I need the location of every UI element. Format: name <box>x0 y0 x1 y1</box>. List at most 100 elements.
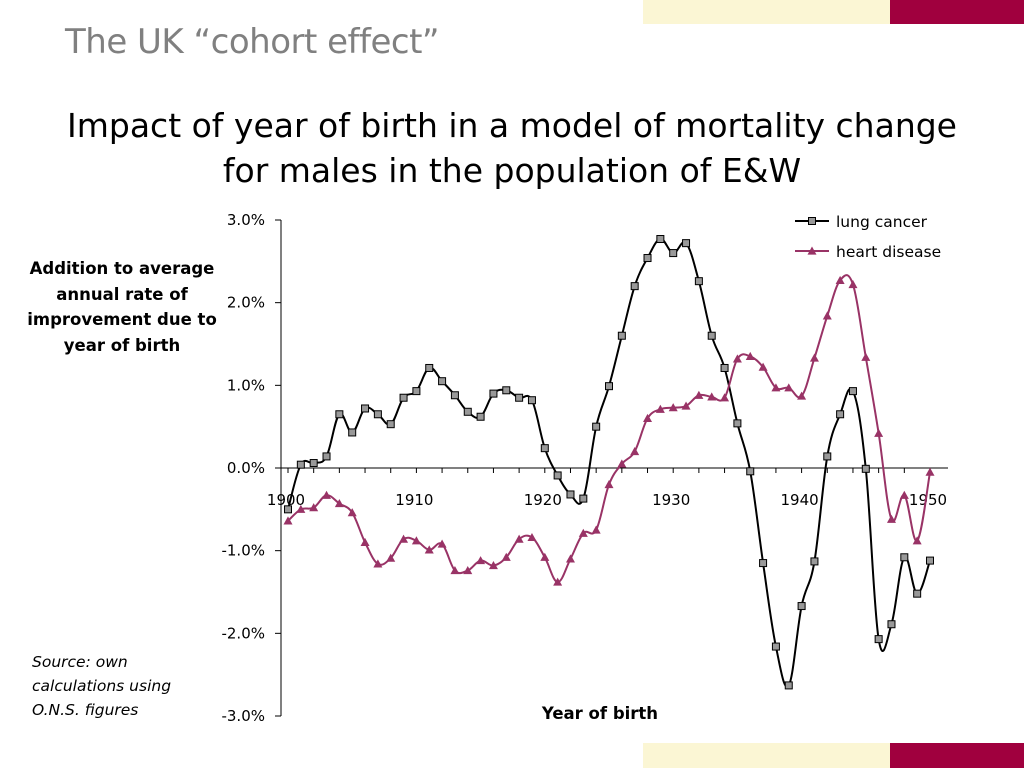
data-point-lung-cancer <box>720 363 729 372</box>
data-point-lung-cancer <box>630 282 639 291</box>
data-point-lung-cancer <box>861 464 870 473</box>
data-point-lung-cancer <box>399 393 408 402</box>
data-point-heart-disease <box>886 514 896 523</box>
data-point-heart-disease <box>797 391 807 400</box>
data-point-lung-cancer <box>553 471 562 480</box>
data-point-heart-disease <box>758 362 768 371</box>
data-point-lung-cancer <box>373 410 382 419</box>
data-point-heart-disease <box>296 504 306 513</box>
x-tick-label: 1910 <box>395 491 433 509</box>
data-point-heart-disease <box>617 459 627 468</box>
y-tick-label: -1.0% <box>221 542 265 560</box>
data-point-lung-cancer <box>733 419 742 428</box>
data-point-lung-cancer <box>759 559 768 568</box>
data-point-lung-cancer <box>438 377 447 386</box>
series-line-lung-cancer <box>287 238 931 688</box>
series-heart-disease <box>283 274 935 586</box>
data-point-lung-cancer <box>797 602 806 611</box>
y-tick-label: -3.0% <box>221 707 265 725</box>
data-point-heart-disease <box>822 311 832 320</box>
data-point-heart-disease <box>553 577 563 586</box>
data-point-heart-disease <box>514 534 524 543</box>
chart-heading: Impact of year of birth in a model of mo… <box>0 103 1024 193</box>
data-point-heart-disease <box>655 404 665 413</box>
data-point-heart-disease <box>373 559 383 568</box>
data-point-heart-disease <box>861 352 871 361</box>
data-point-heart-disease <box>630 446 640 456</box>
data-point-lung-cancer <box>322 452 331 461</box>
data-point-lung-cancer <box>771 642 780 651</box>
data-point-heart-disease <box>809 353 819 362</box>
data-point-lung-cancer <box>643 254 652 263</box>
data-point-heart-disease <box>360 537 370 546</box>
data-point-lung-cancer <box>463 407 472 416</box>
data-point-heart-disease <box>694 390 704 399</box>
x-tick-label: 1940 <box>781 491 819 509</box>
data-point-heart-disease <box>411 536 421 545</box>
x-axis-label: Year of birth <box>541 704 658 723</box>
data-point-heart-disease <box>322 490 332 499</box>
data-point-lung-cancer <box>605 382 613 391</box>
accent-band-cream-bottom <box>643 743 890 768</box>
data-point-lung-cancer <box>527 396 536 405</box>
x-tick-label: 1900 <box>267 491 305 509</box>
accent-band-cream-top <box>643 0 890 24</box>
data-point-lung-cancer <box>746 467 755 476</box>
y-tick-label: -2.0% <box>221 624 265 642</box>
data-point-lung-cancer <box>489 389 498 398</box>
data-point-heart-disease <box>578 528 588 537</box>
data-point-heart-disease <box>501 552 511 561</box>
data-point-lung-cancer <box>707 331 716 340</box>
data-point-lung-cancer <box>476 412 485 421</box>
data-point-heart-disease <box>604 480 614 489</box>
data-point-lung-cancer <box>335 410 344 419</box>
chart-heading-line-2: for males in the population of E&W <box>222 151 802 190</box>
x-tick-label: 1920 <box>524 491 562 509</box>
data-point-heart-disease <box>784 383 794 392</box>
data-point-lung-cancer <box>694 277 703 286</box>
data-point-lung-cancer <box>412 387 421 396</box>
data-point-heart-disease <box>591 525 601 534</box>
data-point-heart-disease <box>309 503 319 512</box>
data-point-heart-disease <box>707 392 717 401</box>
data-point-heart-disease <box>283 516 293 525</box>
data-point-lung-cancer <box>296 460 305 469</box>
data-point-lung-cancer <box>669 249 678 258</box>
data-point-lung-cancer <box>874 635 883 644</box>
data-point-heart-disease <box>399 534 409 543</box>
data-point-lung-cancer <box>848 387 857 396</box>
legend-marker-heart-disease <box>807 246 817 255</box>
data-point-heart-disease <box>347 508 357 517</box>
data-point-heart-disease <box>437 539 447 548</box>
data-point-lung-cancer <box>566 490 575 499</box>
data-point-lung-cancer <box>810 557 819 566</box>
legend-label-lung-cancer: lung cancer <box>836 213 928 231</box>
data-point-heart-disease <box>732 354 742 363</box>
data-point-heart-disease <box>771 383 781 392</box>
accent-band-maroon-bottom <box>890 743 1024 768</box>
data-point-lung-cancer <box>900 553 909 562</box>
x-tick-label: 1950 <box>909 491 947 509</box>
y-axis-label: Addition to average annual rate of impro… <box>27 259 217 355</box>
data-point-lung-cancer <box>617 331 626 340</box>
legend-label-heart-disease: heart disease <box>836 243 941 261</box>
data-point-lung-cancer <box>682 239 691 248</box>
data-point-heart-disease <box>463 566 473 575</box>
data-point-heart-disease <box>925 467 935 476</box>
chart-heading-line-1: Impact of year of birth in a model of mo… <box>67 106 957 145</box>
data-point-heart-disease <box>450 566 460 575</box>
data-point-heart-disease <box>334 499 344 508</box>
data-point-heart-disease <box>912 536 922 545</box>
y-tick-label: 2.0% <box>227 294 265 312</box>
x-tick-label: 1930 <box>652 491 690 509</box>
y-tick-label: 1.0% <box>227 376 265 394</box>
data-point-heart-disease <box>476 556 486 565</box>
data-point-lung-cancer <box>361 404 370 413</box>
data-point-lung-cancer <box>579 494 588 503</box>
data-point-lung-cancer <box>784 681 793 690</box>
data-point-lung-cancer <box>309 459 318 468</box>
data-point-heart-disease <box>835 275 845 284</box>
y-tick-label: 0.0% <box>227 459 265 477</box>
data-point-heart-disease <box>720 393 730 402</box>
